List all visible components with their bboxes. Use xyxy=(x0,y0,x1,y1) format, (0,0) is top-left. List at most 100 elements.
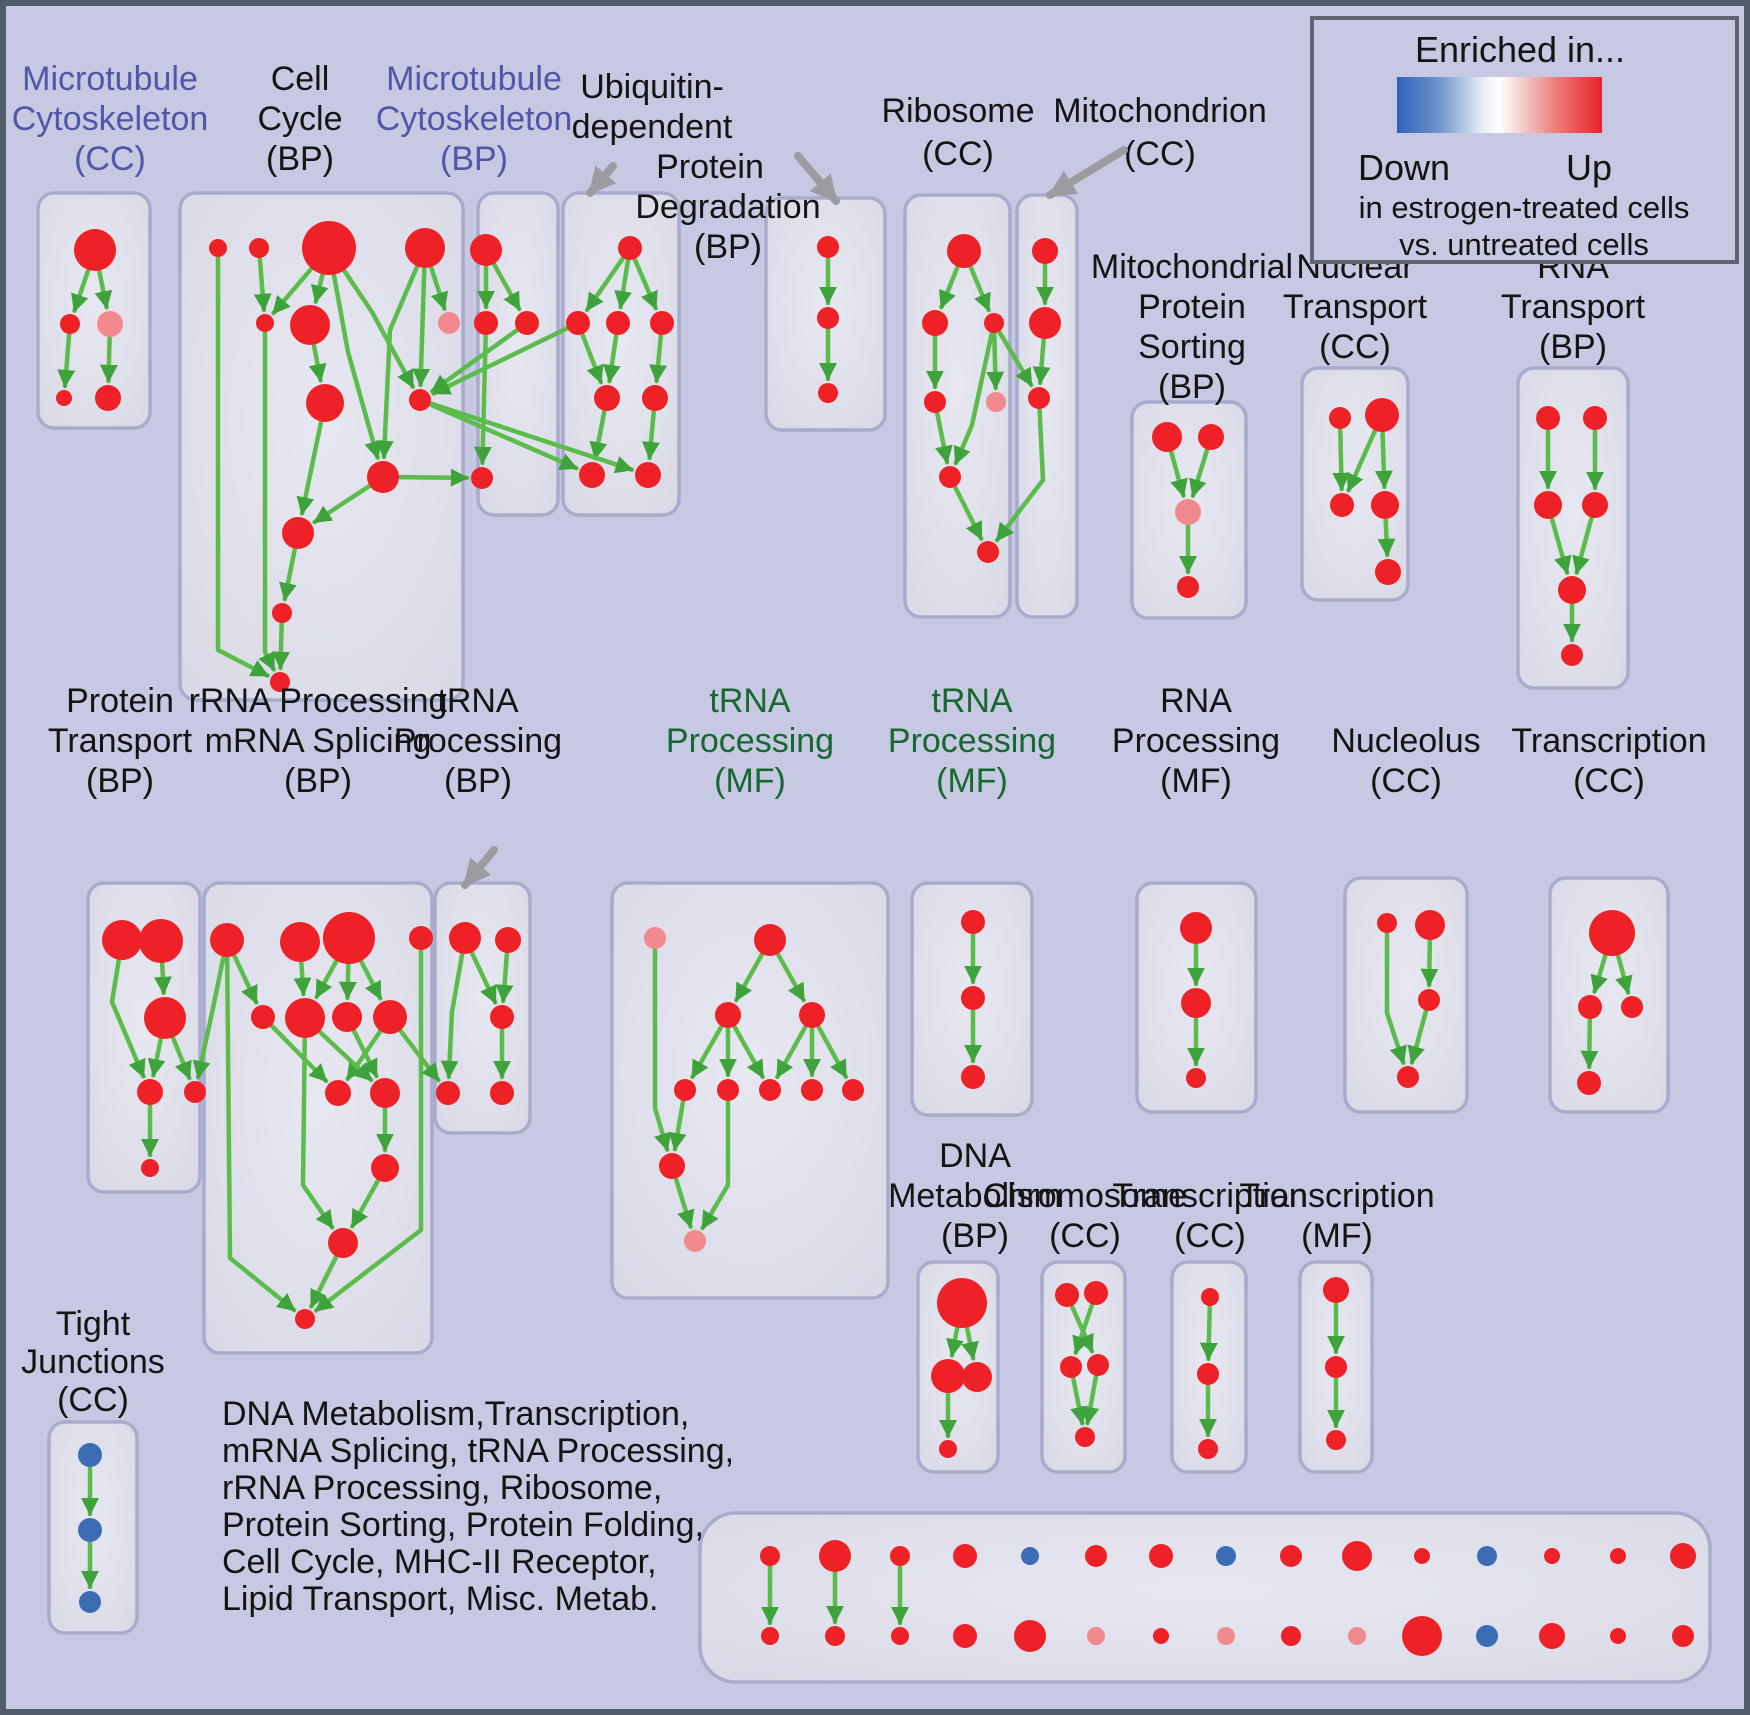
cluster-box-mtcc xyxy=(36,191,152,430)
cluster-label-ub1: dependent xyxy=(572,108,733,146)
go-term-node-rrna xyxy=(371,1154,399,1182)
go-term-node-cc xyxy=(367,461,399,493)
go-term-node-msort xyxy=(1152,422,1182,452)
go-term-node-rrna xyxy=(280,922,320,962)
cluster-label-mtcc: Microtubule xyxy=(22,60,198,98)
legend-subtitle-1: in estrogen-treated cells xyxy=(1359,190,1690,225)
edge-ribo xyxy=(939,265,960,310)
cross-edge xyxy=(429,401,635,474)
legend-up-label: Up xyxy=(1566,147,1612,188)
edge-rrna xyxy=(232,954,259,1005)
edge-transcc3 xyxy=(1199,1304,1218,1362)
go-term-node-trnamf2 xyxy=(961,910,985,934)
go-term-node-ub1 xyxy=(566,311,590,335)
go-term-node-rrna xyxy=(210,923,244,957)
legend-subtitle-2: vs. untreated cells xyxy=(1399,227,1649,262)
summary-line: DNA Metabolism,Transcription, xyxy=(222,1395,689,1433)
cluster-label-trnamf1: (MF) xyxy=(714,762,786,800)
edge-ribo xyxy=(935,411,953,465)
go-term-node-rrna xyxy=(328,1228,358,1258)
edge-ub1 xyxy=(642,409,660,461)
go-term-node-ptrans xyxy=(139,919,183,963)
go-term-node-ub2 xyxy=(818,383,838,403)
edge-mtcc xyxy=(94,269,113,310)
cluster-label-tightjunc: (CC) xyxy=(57,1381,129,1419)
edge-ptrans xyxy=(171,1036,192,1081)
cluster-label-cc: Cycle xyxy=(257,100,342,138)
edge-rrna xyxy=(350,1178,380,1229)
edge-trnamf1 xyxy=(652,947,672,1152)
edge-ribo xyxy=(953,331,994,466)
edge-transcc2 xyxy=(1615,953,1633,995)
cluster-label-transcc3: (CC) xyxy=(1174,1217,1246,1255)
cluster-label-trnamf2: Processing xyxy=(888,722,1056,760)
edge-ptrans xyxy=(109,958,146,1079)
edge-rrna xyxy=(309,1255,339,1309)
go-term-node-trnamf1 xyxy=(717,1079,739,1101)
edge-cc xyxy=(271,621,290,671)
edge-ub1 xyxy=(589,409,608,461)
go-term-node-ribo xyxy=(924,391,946,413)
go-term-node-trnamf1 xyxy=(759,1079,781,1101)
go-term-node-bottom-panel xyxy=(1087,1627,1105,1645)
edge-trnamf1 xyxy=(732,1024,765,1080)
go-term-node-ntrans xyxy=(1330,493,1354,517)
go-term-node-trnamf1 xyxy=(659,1153,685,1179)
edge-cc xyxy=(310,272,329,304)
cluster-box-ptrans xyxy=(86,881,202,1194)
legend-gradient-bar xyxy=(1397,77,1602,133)
edge-cc xyxy=(342,268,416,390)
cluster-label-transmf: Transcription xyxy=(1239,1177,1434,1215)
cluster-label-tightjunc: Junctions xyxy=(21,1343,165,1381)
cluster-label-ptrans: Protein xyxy=(66,682,174,720)
go-term-node-bottom-panel xyxy=(890,1546,910,1566)
edge-dnametab xyxy=(946,1326,964,1358)
cluster-label-nucleolus: Nucleolus xyxy=(1331,722,1480,760)
edge-chromosome xyxy=(1070,1376,1088,1426)
cluster-label-chromosome: Chromosome xyxy=(983,1177,1187,1215)
edge-cc xyxy=(308,343,327,383)
cluster-label-mtcc: (CC) xyxy=(74,140,146,178)
go-term-node-trnamf1 xyxy=(754,924,786,956)
cluster-label-trnamf2: tRNA xyxy=(931,682,1013,720)
go-term-node-chromosome xyxy=(1087,1354,1109,1376)
go-term-node-bottom-panel xyxy=(1021,1547,1039,1565)
cluster-label-trnabp: (BP) xyxy=(444,762,512,800)
go-term-node-trnamf1 xyxy=(715,1002,741,1028)
go-term-node-transcc2 xyxy=(1589,910,1635,956)
edge-ub1 xyxy=(614,258,632,310)
go-term-node-dnametab xyxy=(939,1440,957,1458)
go-term-node-rrna xyxy=(370,1078,400,1108)
edge-rrna xyxy=(269,1024,329,1084)
edge-chromosome xyxy=(1072,1303,1095,1356)
go-term-node-bottom-panel xyxy=(1539,1623,1565,1649)
cluster-label-transcc2: Transcription xyxy=(1511,722,1706,760)
edge-ribo xyxy=(986,331,1005,391)
edge-rrna xyxy=(359,959,383,1001)
edge-trnabp xyxy=(495,951,514,1004)
go-term-node-bottom-panel xyxy=(1014,1620,1046,1652)
cross-edge xyxy=(997,330,1034,388)
go-term-node-cc xyxy=(290,305,330,345)
go-term-node-rnamf xyxy=(1181,988,1211,1018)
cluster-label-nucleolus: (CC) xyxy=(1370,762,1442,800)
go-term-node-chromosome xyxy=(1055,1283,1079,1307)
go-term-node-tightjunc xyxy=(79,1591,101,1613)
go-term-node-cc xyxy=(302,221,356,275)
go-term-node-bottom-panel xyxy=(1670,1543,1696,1569)
legend-down-label: Down xyxy=(1358,147,1450,188)
go-term-node-chromosome xyxy=(1075,1427,1095,1447)
annotation-arrow-icon xyxy=(461,846,498,889)
cluster-label-rnamf: RNA xyxy=(1160,682,1232,720)
go-term-node-ub2 xyxy=(817,236,839,258)
go-term-node-rtrans xyxy=(1534,491,1562,519)
go-term-node-rrna xyxy=(373,1000,407,1034)
go-term-node-ptrans xyxy=(141,1159,159,1177)
cluster-label-dnametab: Metabolism xyxy=(888,1177,1062,1215)
edge-ntrans xyxy=(1346,429,1377,493)
go-term-node-tightjunc xyxy=(78,1443,102,1467)
edge-msort xyxy=(1189,448,1210,498)
go-term-node-ribo xyxy=(947,234,981,268)
edge-ub1 xyxy=(602,333,621,384)
